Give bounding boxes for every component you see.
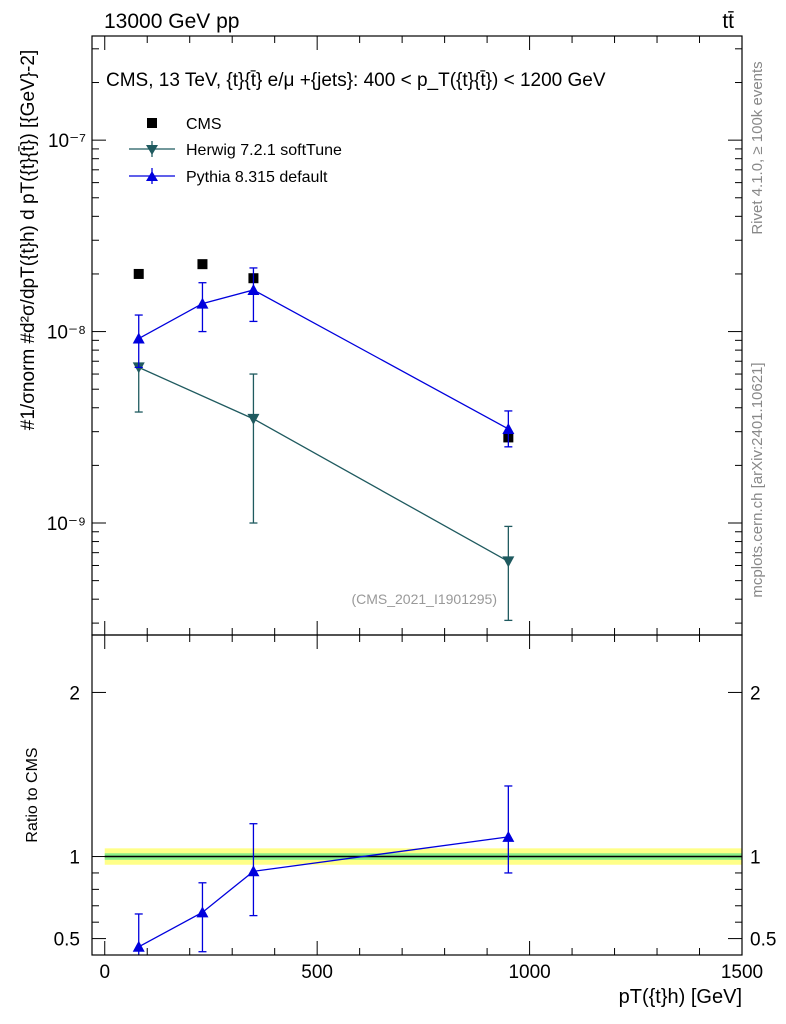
ratio-xtick-label: 500: [301, 962, 333, 983]
main-series: [132, 259, 515, 622]
ratio-series-pythia: [132, 785, 515, 955]
ratio-ytick-label-right: 2: [750, 683, 761, 704]
ratio-xtick-label: 1000: [508, 962, 550, 983]
watermark: (CMS_2021_I1901295): [351, 591, 497, 607]
ratio-frame: [91, 634, 743, 956]
series-cms: [133, 259, 514, 443]
ratio-pythia-point: [132, 940, 145, 952]
legend-pythia-label: Pythia 8.315 default: [186, 169, 328, 186]
ratio-pythia-point: [247, 865, 260, 877]
main-plot-panel: 10⁻⁹ 10⁻⁸ 10⁻⁷ CMS, 13 TeV, {t}{t̄} e/μ +{…: [18, 35, 743, 636]
ratio-ylabel: Ratio to CMS: [24, 747, 41, 842]
ratio-bands: [104, 848, 742, 865]
herwig-point: [502, 556, 515, 568]
mcplots-label: mcplots.cern.ch [arXiv:2401.10621]: [749, 362, 766, 597]
ratio-ticks: 0.5 0.5 1 1 2 2 0 500 1000 1500: [54, 635, 776, 983]
legend: CMS Herwig 7.2.1 softTune Pythia 8.315 d…: [129, 116, 342, 186]
main-ylabel: #1/σnorm #d²σ/dpT({t}h) d pT({t}{t̄}) [{…: [18, 50, 39, 430]
energy-label: 13000 GeV pp: [104, 10, 239, 33]
ratio-pythia-point: [196, 906, 209, 918]
ratio-plot-panel: 0.5 0.5 1 1 2 2 0 500 1000 1500 Ratio to CMS pT({…: [24, 634, 776, 1008]
ratio-pythia-line: [138, 836, 509, 948]
ratio-xtick-label: 1500: [721, 962, 763, 983]
ratio-pythia-point: [502, 830, 515, 842]
ratio-ytick-label-right: 0.5: [750, 930, 776, 951]
ratio-ytick-label-left: 0.5: [54, 930, 80, 951]
legend-cms-marker: [147, 118, 157, 128]
pythia-point: [247, 283, 260, 295]
legend-pythia-marker: [146, 171, 158, 181]
rivet-label: Rivet 4.1.0, ≥ 100k events: [749, 61, 766, 234]
cms-point: [133, 268, 144, 279]
main-title: CMS, 13 TeV, {t}{t̄} e/μ +{jets}: 400 < …: [106, 70, 606, 91]
main-ytick-label: 10⁻⁹: [47, 514, 86, 535]
main-ytick-label: 10⁻⁸: [47, 323, 86, 344]
pythia-point: [502, 422, 515, 434]
main-ytick-label: 10⁻⁷: [48, 131, 86, 152]
pythia-line: [138, 289, 509, 430]
herwig-line: [138, 366, 509, 562]
ratio-ytick-label-left: 1: [69, 848, 80, 869]
legend-cms-label: CMS: [186, 116, 222, 133]
cms-point: [197, 259, 208, 270]
pythia-point: [132, 332, 145, 344]
ratio-ytick-label-right: 1: [750, 848, 761, 869]
herwig-point: [247, 413, 260, 425]
main-ticks: 10⁻⁹ 10⁻⁸ 10⁻⁷: [47, 36, 743, 635]
ratio-ytick-label-left: 2: [69, 683, 80, 704]
series-herwig: [132, 362, 515, 622]
legend-herwig-label: Herwig 7.2.1 softTune: [186, 142, 342, 159]
ratio-xlabel: pT({t}h) [GeV]: [619, 986, 742, 1008]
ratio-series: [132, 785, 515, 955]
series-pythia: [132, 267, 515, 448]
process-label: tt̄: [722, 10, 734, 33]
legend-herwig-marker: [146, 145, 158, 155]
pythia-point: [196, 297, 209, 309]
ratio-xtick-label: 0: [99, 962, 110, 983]
